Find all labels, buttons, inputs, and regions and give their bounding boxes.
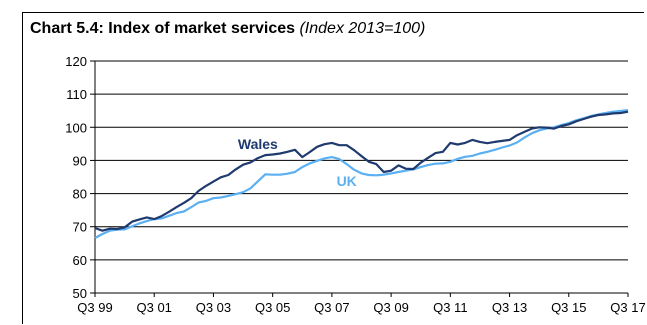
series-lines [94, 109, 629, 239]
y-tick-label: 90 [73, 153, 87, 168]
x-tick-label: Q3 15 [551, 300, 586, 315]
x-tick-label: Q3 07 [314, 300, 349, 315]
series-label-uk: UK [337, 173, 357, 189]
y-tick-label: 110 [66, 87, 87, 102]
x-tick-label: Q3 03 [196, 300, 231, 315]
y-tick-label: 100 [65, 120, 87, 135]
chart-subtitle: (Index 2013=100) [299, 20, 426, 37]
y-tick-label: 50 [73, 286, 87, 301]
y-tick-label: 80 [73, 187, 87, 202]
chart-frame [22, 12, 644, 324]
x-tick-label: Q3 99 [77, 300, 112, 315]
series-label-wales: Wales [238, 136, 278, 152]
series-labels: Wales UK [238, 136, 357, 189]
x-tick-label: Q3 09 [373, 300, 408, 315]
x-tick-label: Q3 13 [492, 300, 527, 315]
chart-title: Chart 5.4: Index of market services (Ind… [30, 20, 425, 38]
x-tick-label: Q3 01 [137, 300, 172, 315]
series-line-uk [94, 109, 629, 239]
gridlines [95, 60, 628, 261]
y-tick-label: 60 [73, 253, 87, 268]
x-tick-label: Q3 11 [433, 300, 467, 315]
x-tick-label: Q3 17 [610, 300, 645, 315]
chart-title-text: Chart 5.4: Index of market services [30, 20, 296, 37]
x-tick-label: Q3 05 [255, 300, 290, 315]
y-tick-label: 120 [65, 54, 87, 69]
y-tick-label: 70 [73, 220, 87, 235]
axes: 50 60 70 80 90 100 110 120 Q3 99 Q3 01 Q3 03 Q3 05 Q… [65, 54, 645, 315]
series-line-wales [94, 110, 629, 232]
